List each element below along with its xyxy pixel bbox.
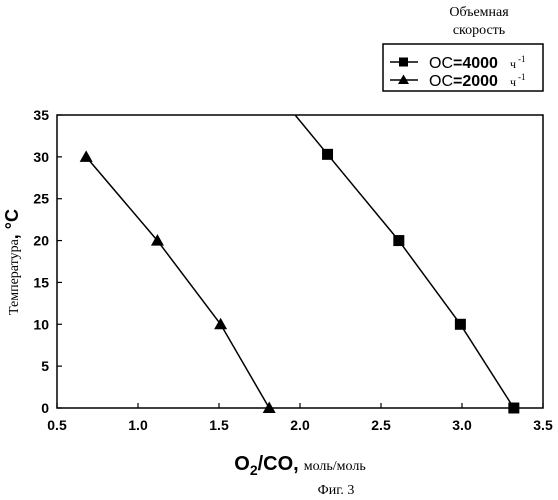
legend-item-1-value: =4000	[453, 55, 498, 72]
y-tick-label: 0	[41, 400, 49, 416]
legend-title-line1: Объемная	[449, 5, 509, 20]
square-icon	[399, 58, 408, 67]
svg-text:ОС=4000: ОС=4000	[429, 55, 498, 72]
y-tick-label: 20	[33, 233, 49, 249]
y-tick-label: 25	[33, 191, 49, 207]
legend-item-2-prefix: ОС	[429, 73, 453, 90]
y-axis-label-unit: , °C	[2, 209, 22, 239]
x-tick-label: 0.5	[47, 417, 67, 433]
series-1-point	[508, 403, 519, 414]
x-tick-label: 3.0	[452, 417, 472, 433]
y-tick-label: 5	[41, 358, 49, 374]
legend-title-line2: скорость	[453, 23, 505, 38]
legend-item-1-unit: ч	[510, 57, 516, 71]
figure-caption: Фиг. 3	[318, 483, 355, 498]
plot-area	[57, 115, 543, 408]
y-tick-label: 10	[33, 316, 49, 332]
legend-item-2-unit: ч	[510, 75, 516, 89]
legend-item-2-value: =2000	[453, 73, 498, 90]
x-axis-label: O2/CO, моль/моль	[234, 453, 365, 478]
x-axis-label-unit: моль/моль	[304, 459, 366, 474]
y-axis-label: Температура, °C	[2, 209, 22, 315]
x-tick-label: 1.0	[128, 417, 148, 433]
y-tick-label: 35	[33, 107, 49, 123]
x-axis-label-sub: 2	[250, 462, 258, 478]
x-tick-label: 2.0	[290, 417, 310, 433]
svg-text:ОС=2000: ОС=2000	[429, 73, 498, 90]
series-1-point	[455, 319, 466, 330]
x-tick-label: 2.5	[371, 417, 391, 433]
series-1-point	[322, 149, 333, 160]
y-axis-label-text: Температура	[7, 238, 22, 315]
series-1-point	[393, 235, 404, 246]
y-tick-label: 15	[33, 274, 49, 290]
x-tick-label: 1.5	[209, 417, 229, 433]
x-axis-label-main: O	[234, 453, 250, 475]
legend-item-1-exponent: -1	[518, 54, 526, 64]
legend-item-2-exponent: -1	[518, 72, 526, 82]
x-axis-label-rest: /CO,	[258, 453, 299, 475]
legend-item-1-prefix: ОС	[429, 55, 453, 72]
y-tick-label: 30	[33, 149, 49, 165]
series-2-point	[80, 150, 93, 162]
x-tick-label: 3.5	[533, 417, 553, 433]
series-layer	[80, 115, 520, 414]
series-2-line	[86, 157, 269, 408]
